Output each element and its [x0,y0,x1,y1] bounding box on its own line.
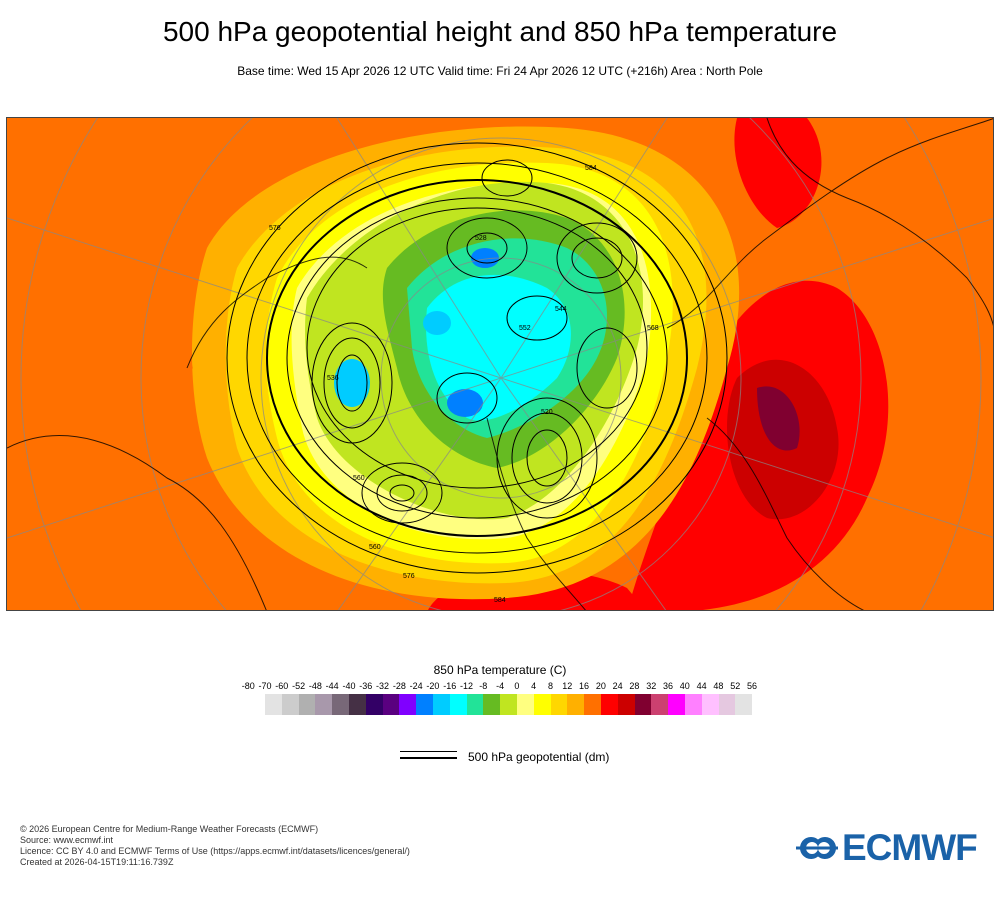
graticule [7,118,993,610]
cyan-zone [426,274,571,421]
contour-legend-swatch [400,750,457,760]
contour-label: 528 [475,235,487,242]
cold-core-1 [447,389,483,417]
north-pole-map: 584 576 568 560 552 544 536 528 520 576 … [6,117,994,611]
colorbar-swatch [600,694,618,715]
ecmwf-logo: ECMWF [796,827,978,869]
colorbar-swatch [332,694,349,715]
cold-core-4 [423,311,451,335]
colorbar-tick-label: -80 [241,681,255,691]
contour-label: 584 [585,165,597,172]
colorbar-tick-label: -16 [443,681,457,691]
colorbar-tick-label: 44 [696,681,707,691]
chart-subtitle: Base time: Wed 15 Apr 2026 12 UTC Valid … [237,64,763,78]
colorbar-swatch [298,694,316,715]
colorbar-swatch [735,694,753,715]
colorbar-tick-label: -52 [292,681,306,691]
colorbar-tick-label: 40 [679,681,690,691]
colorbar-tick-label: 48 [713,681,724,691]
colorbar-tick-label: 4 [531,681,537,691]
colorbar-tick-label: -44 [325,681,339,691]
contour-label: 584 [494,597,506,604]
colorbar-tick-label: 36 [663,681,674,691]
colorbar-tick-label: 28 [629,681,640,691]
colorbar-swatch [617,694,635,715]
colorbar-tick-label: 16 [579,681,590,691]
colorbar-title: 850 hPa temperature (C) [433,663,567,677]
colorbar-swatch [668,694,685,715]
colorbar-tick-label: -24 [409,681,423,691]
colorbar-swatch [281,694,299,715]
colorbar-swatch [567,694,585,715]
contour-label: 568 [647,325,659,332]
hot-region-northeast [734,118,822,228]
colorbar-tick-label: -40 [342,681,356,691]
colorbar-tick-labels: -80 -70 -60 -52 -48 -44 -40 -36 -32 -28 -24 -20 -16-… [0,681,1000,693]
colorbar-tick-label: 24 [612,681,623,691]
colorbar-swatch [550,694,568,715]
ecmwf-logo-icon [796,836,838,860]
hottest-core [757,386,800,451]
contour-label: 544 [555,306,567,313]
colorbar-tick-label: -20 [426,681,440,691]
contour-label: 560 [353,475,365,482]
colorbar-swatch [265,694,282,715]
contour-label: 520 [541,409,553,416]
colorbar-tick-label: -70 [258,681,272,691]
colorbar-swatch [449,694,467,715]
colorbar-tick-label: 56 [746,681,758,691]
created-text: Created at 2026-04-15T19:11:16.739Z [20,857,174,867]
contour-label: 576 [269,225,281,232]
colorbar-swatch [365,694,383,715]
colorbar-tick-label: 32 [646,681,657,691]
cold-core-3 [334,359,370,407]
contour-label: 576 [403,573,415,580]
colorbar-swatch [701,694,719,715]
colorbar-tick-label: -48 [308,681,322,691]
colorbar-swatch [684,694,702,715]
chart-title: 500 hPa geopotential height and 850 hPa … [162,16,838,47]
colorbar-tick-label: 12 [562,681,573,691]
colorbar-swatch [718,694,736,715]
footer: © 2026 European Centre for Medium-Range … [20,824,410,868]
contour-labels: 584 576 568 560 552 544 536 528 520 576 … [269,165,659,604]
colorbar-swatch [348,694,366,715]
contour-label: 560 [369,544,381,551]
colorbar-swatch [466,694,484,715]
colorbar-tick-label: -32 [376,681,390,691]
colorbar-tick-label: -28 [392,681,406,691]
copyright-text: © 2026 European Centre for Medium-Range … [20,824,319,834]
colorbar-tick-label: 20 [595,681,606,691]
colorbar-swatch [382,694,400,715]
colorbar-swatch [634,694,652,715]
colorbar-tick-label: 52 [730,681,741,691]
colorbar-swatch [533,694,551,715]
licence-text: Licence: CC BY 4.0 and ECMWF Terms of Us… [20,846,410,856]
colorbar-tick-label: -8 [479,681,488,691]
colorbar-swatch [584,694,601,715]
colorbar-swatch [432,694,450,715]
colorbar-swatch [399,694,417,715]
colorbar-tick-label: -12 [460,681,474,691]
map-canvas: 584 576 568 560 552 544 536 528 520 576 … [7,118,993,610]
colorbar-swatch [416,694,433,715]
colorbar-swatch [315,694,333,715]
geopotential-contours [226,142,728,574]
colorbar-swatch [651,694,669,715]
colorbar-swatch [483,694,501,715]
contour-label: 536 [327,375,339,382]
ecmwf-logo-text: ECMWF [842,827,978,868]
colorbar [265,694,753,715]
colorbar-swatch [500,694,517,715]
colorbar-tick-label: -36 [359,681,373,691]
source-text: Source: www.ecmwf.int [20,835,114,845]
colorbar-tick-label: -4 [496,681,505,691]
contour-label: 552 [519,325,531,332]
coastlines [7,118,993,610]
colorbar-swatch [516,694,534,715]
colorbar-tick-label: 0 [514,681,520,691]
colorbar-tick-label: 8 [547,681,553,691]
colorbar-tick-label: -60 [275,681,289,691]
contour-legend-label: 500 hPa geopotential (dm) [468,750,610,764]
